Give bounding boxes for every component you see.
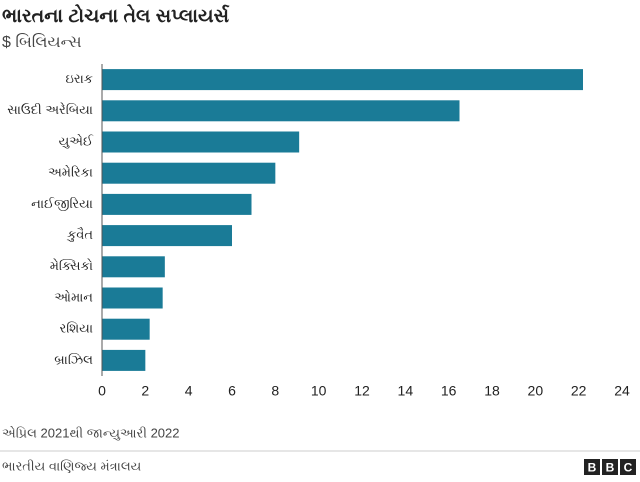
chart-subtitle: $ બિલિયન્સ [2,33,82,51]
chart-title: ભારતના ટોચના તેલ સપ્લાયર્સ [2,4,230,27]
x-tick-label: 22 [571,383,587,399]
bar [102,131,300,153]
y-tick-label: ઇરાક [66,71,93,86]
bar [102,287,163,309]
logo-box [602,459,618,475]
bar [102,349,146,371]
note: એપ્રિલ 2021થી જાન્યુઆરી 2022 [2,425,180,440]
x-tick-label: 10 [311,383,327,399]
x-tick-label: 6 [228,383,236,399]
bar [102,225,232,247]
x-tick-label: 20 [528,383,544,399]
bar [102,162,276,184]
x-tick-label: 14 [398,383,414,399]
y-tick-label: બ્રાઝિલ [54,352,93,367]
bar [102,69,583,91]
bar [102,100,460,122]
y-tick-label: મેક્સિકો [50,258,93,273]
y-tick-label: યુએઈ [59,133,94,148]
x-tick-label: 24 [614,383,630,399]
x-tick-label: 12 [354,383,370,399]
bar [102,193,252,215]
y-tick-label: નાઈજીરિયા [31,196,93,211]
y-tick-label: ઓમાન [54,289,93,304]
x-tick-label: 2 [141,383,149,399]
x-tick-label: 0 [98,383,106,399]
y-tick-label: રશિયા [59,321,93,336]
x-tick-label: 8 [271,383,279,399]
source: ભારતીય વાણિજ્ય મંત્રાલય [2,458,142,473]
x-tick-label: 18 [484,383,500,399]
y-tick-label: અમેરિકા [48,164,93,179]
bar [102,318,150,340]
x-tick-label: 16 [441,383,457,399]
y-tick-label: કુવૈત [66,227,93,242]
bar [102,256,165,278]
logo-letter: B [606,461,615,475]
logo-box [584,459,600,475]
y-tick-label: સાઉદી અરેબિયા [7,102,93,117]
logo-letter: B [588,461,597,475]
logo-letter: C [624,461,633,475]
logo-box [620,459,636,475]
x-tick-label: 4 [185,383,193,399]
